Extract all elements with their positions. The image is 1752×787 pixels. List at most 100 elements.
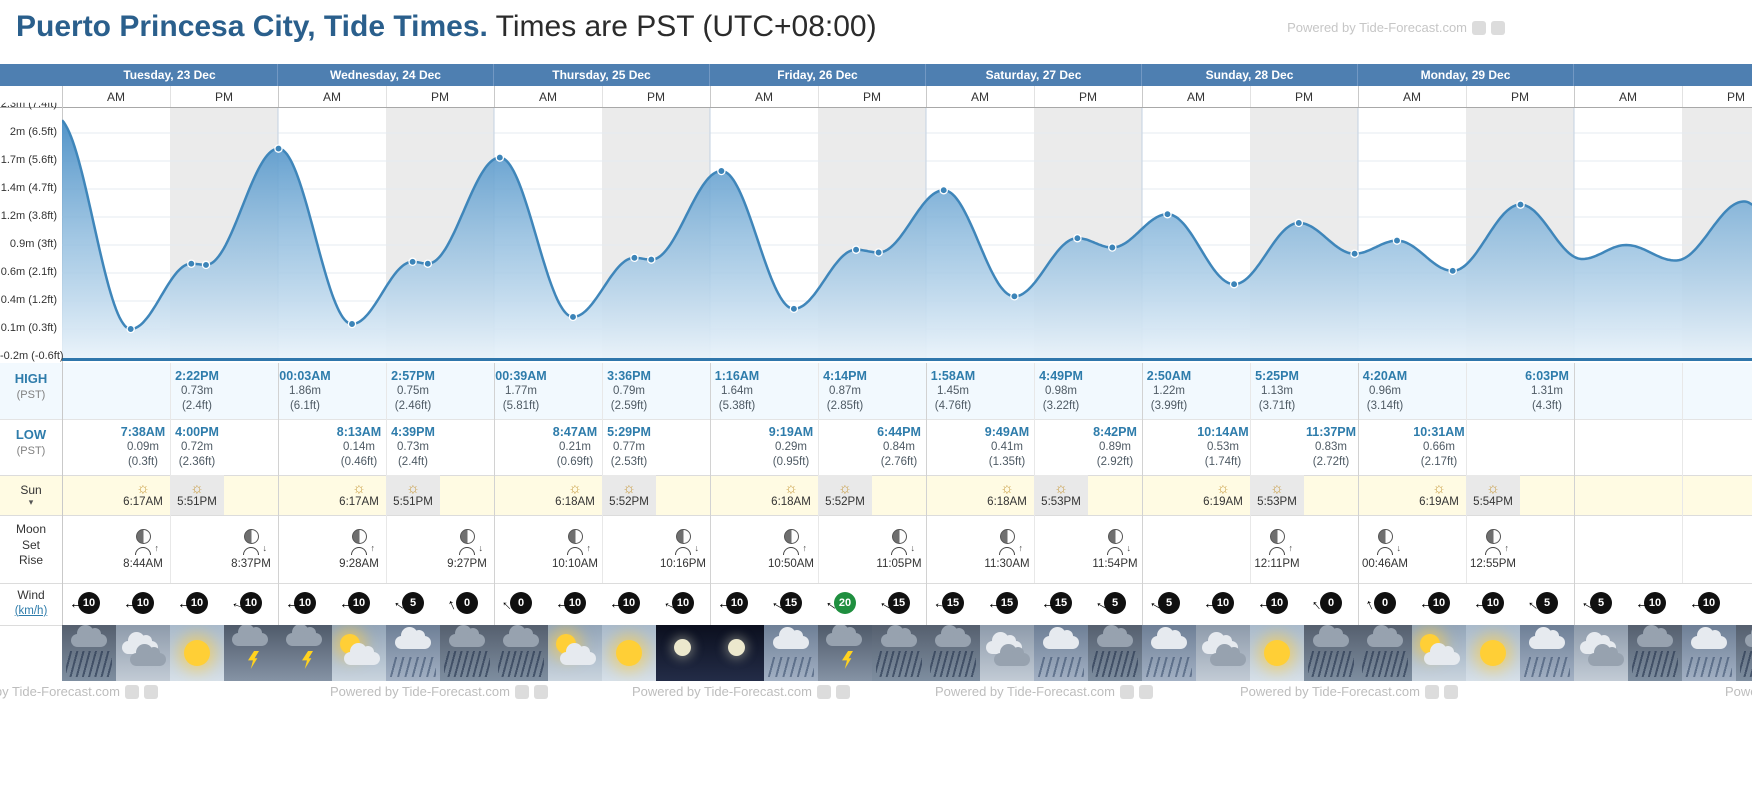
wind-badge: ← 10	[1419, 592, 1450, 614]
halfday-separator	[170, 86, 171, 107]
weather-cell	[548, 625, 602, 681]
tide-height-ft: (5.81ft)	[502, 400, 540, 413]
tide-time: 11:37PM	[1305, 425, 1357, 439]
sunrise-icon: ☼	[1000, 480, 1014, 497]
moon-phase-icon	[1377, 528, 1393, 544]
wind-direction-arrow: ←	[717, 594, 732, 612]
day-header	[1574, 64, 1752, 86]
moon-event: ↓ 10:16PM	[653, 515, 713, 583]
moon-time: 10:10AM	[551, 557, 599, 570]
moonrise-icon: ↑	[999, 543, 1023, 555]
rain-icon	[1524, 657, 1570, 677]
chevron-down-icon[interactable]: ▾	[28, 496, 34, 507]
cloud-icon	[344, 643, 380, 665]
moon-phase-icon	[567, 528, 583, 544]
tide-time: 3:36PM	[607, 369, 651, 383]
tide-time: 6:03PM	[1525, 369, 1569, 383]
high-tide-entry: 1:16AM 1.64m (5.38ft)	[695, 368, 779, 414]
halfday-separator	[602, 86, 603, 107]
moon-phase-icon	[135, 528, 151, 544]
sunset-cell: ☼ 5:53PM	[1250, 475, 1304, 515]
low-tide-entry: 9:49AM 0.41m (1.35ft)	[965, 424, 1049, 470]
cloud-icon	[881, 625, 917, 647]
wind-direction-arrow: ←	[123, 594, 138, 612]
share-icon	[1491, 20, 1505, 35]
tide-time: 00:03AM	[279, 369, 331, 383]
tide-height-m: 0.66m	[1423, 441, 1455, 454]
weather-cell	[1628, 625, 1682, 681]
moon-time: 8:44AM	[123, 557, 163, 570]
wind-speed-value: 10	[1482, 592, 1504, 614]
tide-time: 4:20AM	[1362, 369, 1408, 383]
wind-speed-value: 10	[726, 592, 748, 614]
y-axis-label: 1.7m (5.6ft)	[0, 154, 57, 166]
tide-height-m: 0.73m	[397, 441, 429, 454]
wind-speed-value: 10	[240, 592, 262, 614]
wind-badge: ← 10	[717, 592, 748, 614]
weather-cell	[926, 625, 980, 681]
cloud-icon	[503, 625, 539, 647]
tide-time: 1:16AM	[714, 369, 760, 383]
sunset-time: 5:53PM	[1041, 496, 1081, 508]
wind-speed-value: 10	[294, 592, 316, 614]
tide-height-ft: (5.38ft)	[718, 400, 756, 413]
rain-icon	[1362, 651, 1408, 677]
pm-label: PM	[1511, 89, 1529, 104]
low-tide-entry: 5:29PM 0.77m (2.53ft)	[587, 424, 671, 470]
moon-time: 00:46AM	[1361, 557, 1409, 570]
header-corner	[0, 64, 62, 86]
moon-event: ↓ 11:54PM	[1085, 515, 1145, 583]
moon-event: ↓ 00:46AM	[1355, 515, 1415, 583]
wind-unit-link[interactable]: (km/h)	[14, 604, 48, 617]
tide-height-ft: (4.76ft)	[934, 400, 972, 413]
day-separator	[1574, 363, 1575, 625]
wind-speed-value: 10	[672, 592, 694, 614]
cloud-icon	[1588, 644, 1624, 666]
pm-label: PM	[1727, 89, 1745, 104]
share-icon	[533, 684, 548, 699]
moon-time: 12:55PM	[1469, 557, 1517, 570]
low-label: LOW	[15, 427, 47, 442]
sunrise-time: 6:18AM	[771, 496, 811, 508]
halfday-separator	[818, 363, 819, 583]
wind-badge: ← 15	[768, 592, 802, 615]
halfday-separator	[1034, 86, 1035, 107]
sunrise-icon: ☼	[136, 480, 150, 497]
day-header: Sunday, 28 Dec	[1142, 64, 1358, 86]
weather-cell	[656, 625, 710, 681]
weather-cell	[1520, 625, 1574, 681]
tide-height-ft: (6.1ft)	[289, 400, 321, 413]
rain-icon	[66, 651, 112, 677]
moon-time: 8:37PM	[231, 557, 271, 570]
cloud-icon	[1637, 625, 1673, 647]
cloud-icon	[232, 625, 268, 646]
weather-cell	[602, 625, 656, 681]
pm-label: PM	[431, 89, 449, 104]
weather-cell	[710, 625, 764, 681]
low-tide-entry: 10:14AM 0.53m (1.74ft)	[1181, 424, 1265, 470]
weather-cell	[872, 625, 926, 681]
weather-cell	[116, 625, 170, 681]
wind-badge: ← 5	[1523, 592, 1558, 615]
watermark-top: Powered by Tide-Forecast.com	[1287, 20, 1505, 35]
am-label: AM	[1619, 89, 1637, 104]
share-icon	[816, 684, 831, 699]
moonset-icon: ↓	[243, 543, 267, 555]
tide-time: 6:44PM	[877, 425, 921, 439]
cloud-icon	[994, 644, 1030, 666]
rain-icon	[768, 657, 814, 677]
moon-time: 9:27PM	[447, 557, 487, 570]
day-separator	[1358, 363, 1359, 625]
wind-badge: ← 20	[821, 592, 856, 615]
moon-time: 11:05PM	[876, 557, 922, 570]
sun-row-label[interactable]: Sun ▾	[0, 483, 62, 506]
cloud-icon	[935, 625, 971, 647]
weather-cell	[1466, 625, 1520, 681]
high-tide-entry: 1:58AM 1.45m (4.76ft)	[911, 368, 995, 414]
wind-direction-arrow: ←	[931, 593, 950, 613]
tide-height-ft: (0.3ft)	[127, 456, 159, 469]
tide-height-m: 0.75m	[397, 385, 429, 398]
weather-cell	[62, 625, 116, 681]
tide-height-m: 1.64m	[721, 385, 753, 398]
tide-time: 2:50AM	[1146, 369, 1192, 383]
